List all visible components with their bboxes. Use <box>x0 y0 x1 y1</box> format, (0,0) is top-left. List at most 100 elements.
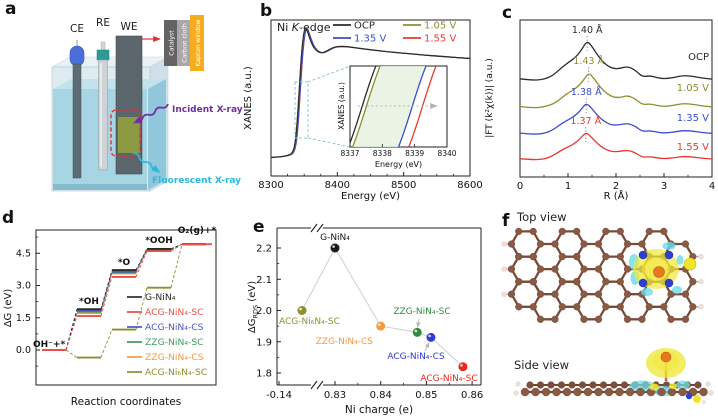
c-atom <box>529 252 537 261</box>
h-atom <box>702 400 706 404</box>
c-atom <box>689 303 697 311</box>
c-atom <box>507 265 516 273</box>
x-tick-label: -0.14 <box>266 390 292 401</box>
c-atom <box>536 315 545 323</box>
c-atom <box>599 381 608 389</box>
y-axis-label: |FT (k²χ(k))| (a.u.) <box>485 58 495 138</box>
legend-ACG-NiN₄-CS: ACG-NiN₄-CS <box>145 322 204 333</box>
c-atom <box>515 252 523 261</box>
step-label: O₂(g)+* <box>178 226 217 236</box>
c-atom <box>529 303 537 311</box>
stack-bar <box>177 20 190 66</box>
panel-f: f Top view Side view <box>492 200 718 417</box>
panel-b: b 8300 8400 8500 8600 Energy (eV) XANES (a.u.… <box>240 0 483 203</box>
c-atom <box>636 387 645 397</box>
x-tick-label: 1 <box>565 181 571 192</box>
axis-break <box>310 380 318 390</box>
zoom-region-box <box>110 109 141 157</box>
axis-break <box>310 223 318 233</box>
c-atom <box>547 381 555 389</box>
c-atom <box>645 303 653 311</box>
ft-curve-1.55 V <box>519 132 713 161</box>
c-atom <box>536 290 545 298</box>
h-atom <box>515 381 521 387</box>
y-tick-label: 1.8 <box>256 369 272 380</box>
c-atom <box>681 315 690 323</box>
inset-curve-OCP <box>350 66 377 145</box>
c-atom <box>589 381 597 389</box>
panel-letter-d: d <box>2 208 15 228</box>
c-atom <box>580 290 588 298</box>
c-atom <box>602 252 610 261</box>
x-tick-label: 8300 <box>258 180 283 191</box>
y-tick-label: 2.0 <box>256 306 272 317</box>
curve-label-OCP: OCP <box>688 52 709 63</box>
x-axis-label: Ni charge (e) <box>345 404 413 416</box>
x-tick-label: 8500 <box>391 180 416 191</box>
fluorescent-xray-label: Fluorescent X-ray <box>152 176 241 186</box>
c-atom <box>573 227 581 236</box>
panel-letter-f: f <box>502 211 510 231</box>
c-atom <box>551 290 559 298</box>
c-atom <box>604 387 614 397</box>
step-label: *OOH <box>145 236 173 246</box>
c-atom <box>625 387 635 397</box>
c-atom <box>681 290 690 298</box>
stack-label: Carbon cloth <box>182 23 189 63</box>
c-atom <box>583 387 593 397</box>
panel-letter-b: b <box>260 1 273 21</box>
panel-d: d 0.0 1.5 3.0 4.5 ΔG (eV) Reaction coordinate… <box>0 200 245 417</box>
c-atom <box>594 387 603 397</box>
x-tick-label: 2 <box>613 181 619 192</box>
c-atom <box>552 387 561 397</box>
charge-depletion <box>676 380 690 390</box>
point-label-ZZG-NiN₄-CS: ZZG-NiN₄-CS <box>316 337 374 347</box>
legend-ZZG-NiN₄-CS: ZZG-NiN₄-CS <box>145 352 204 363</box>
c-atom <box>562 387 572 397</box>
rds-scatter-plot: 1.8 1.9 2.0 2.1 2.2 -0.14 0.83 0.84 0.85 0.86 Ni c… <box>247 223 483 416</box>
c-atom <box>616 303 624 311</box>
point-label-ACG-NiN₄-SC: ACG-NiN₄-SC <box>420 374 477 384</box>
x-tick-label: 3 <box>661 181 667 192</box>
c-atom <box>616 278 624 286</box>
c-atom <box>573 252 581 261</box>
y-axis-label: XANES (a.u.) <box>243 66 254 130</box>
y-tick-label: 2.2 <box>256 244 272 255</box>
reference-electrode-cap <box>96 49 110 61</box>
n-atom <box>664 250 674 260</box>
axis-frame <box>35 229 217 386</box>
c-atom <box>645 227 653 236</box>
n-atom <box>664 278 674 288</box>
axis-break <box>316 223 324 233</box>
legend-label: 1.05 V <box>424 21 456 32</box>
atomic-structure-graphic <box>501 227 714 404</box>
panel-a: a CE RE WE Catalyst Carbon cloth Kapton windo… <box>0 0 243 200</box>
cuvette-top <box>50 56 170 68</box>
point-ACG-NiN₄-SC <box>458 362 468 372</box>
c-atom <box>620 381 629 389</box>
c-atom <box>602 227 610 236</box>
c-atom <box>623 265 632 273</box>
stack-bar <box>164 20 177 66</box>
c-atom <box>689 278 697 286</box>
counter-electrode <box>72 63 82 179</box>
point-G-NiN₄ <box>330 243 340 253</box>
c-atom <box>699 387 708 397</box>
charge-depletion <box>641 288 653 296</box>
s-atom <box>693 395 701 403</box>
c:\-cell-schematic: CE RE WE Catalyst Carbon cloth Kapton window I… <box>50 15 243 192</box>
ni-atom <box>653 266 665 278</box>
curve-label-1.35 V: 1.35 V <box>677 113 709 124</box>
stack-label: Catalyst <box>169 30 176 56</box>
y-tick-label: 1.9 <box>256 337 272 348</box>
h-atom <box>698 254 704 260</box>
exafs-ft-plot: 0 1 2 3 4 R (Å) |FT (k²χ(k))| (a.u.) 1.40 Å OCP 1… <box>485 19 715 202</box>
x-tick-label: 0.83 <box>324 390 346 401</box>
c-atom <box>638 240 646 248</box>
h-atom <box>501 266 507 272</box>
charge-depletion <box>662 242 676 250</box>
h-atom <box>513 390 519 396</box>
legend-label: 1.55 V <box>424 34 456 45</box>
